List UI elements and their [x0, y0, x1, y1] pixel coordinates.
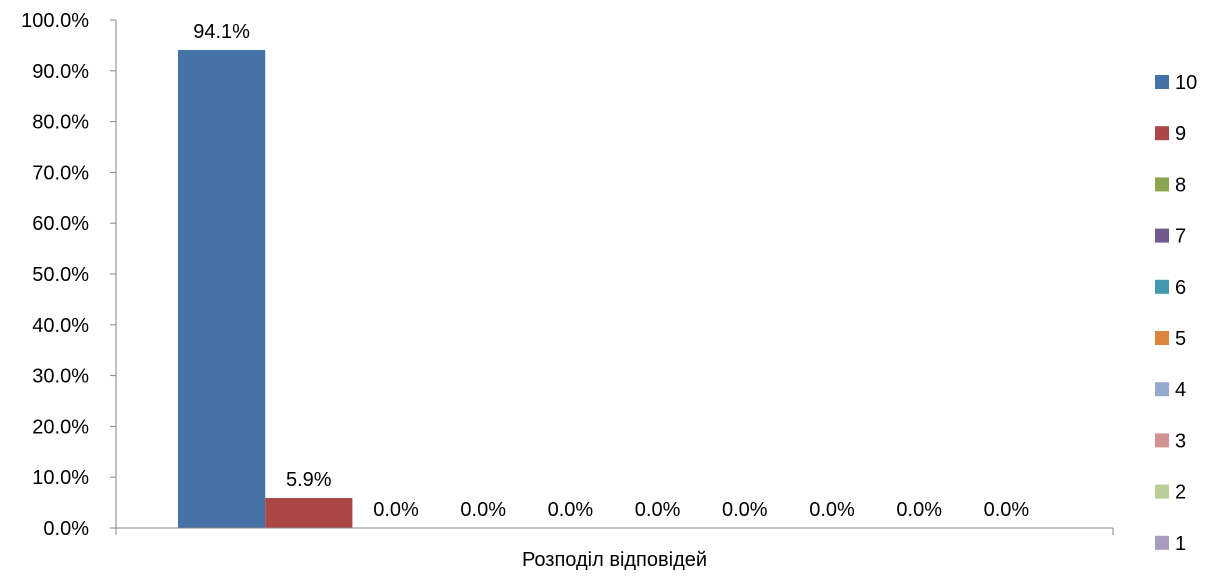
bars — [178, 49, 353, 529]
y-tick-label: 60.0% — [32, 213, 89, 235]
data-label-series-9: 5.9% — [286, 469, 332, 491]
legend-label-2: 2 — [1175, 482, 1186, 504]
data-label-series-10: 94.1% — [193, 21, 250, 43]
y-tick-label: 0.0% — [43, 518, 89, 540]
legend-swatch-2 — [1155, 484, 1169, 499]
y-tick-label: 40.0% — [32, 315, 89, 337]
bar-series-9 — [265, 498, 353, 528]
legend-swatch-3 — [1155, 433, 1169, 448]
y-axis-tick-labels: 0.0% 10.0% 20.0% 30.0% 40.0% 50.0% 60.0% 70.0% 8… — [21, 10, 89, 540]
legend-swatch-4 — [1155, 382, 1169, 397]
legend-label-10: 10 — [1175, 72, 1197, 94]
legend-swatch-7 — [1155, 228, 1169, 243]
legend-label-7: 7 — [1175, 226, 1186, 248]
bar-data-labels: 94.1% 5.9% 0.0% 0.0% 0.0% 0.0% 0.0% 0.0% 0.0% 0.0… — [193, 21, 1029, 521]
y-axis-ticks — [110, 19, 116, 529]
legend-label-4: 4 — [1175, 379, 1186, 401]
y-tick-label: 70.0% — [32, 162, 89, 184]
data-label-series-8: 0.0% — [373, 499, 419, 521]
legend-swatch-8 — [1155, 177, 1169, 192]
bar-series-10 — [178, 49, 266, 529]
data-label-series-1: 0.0% — [984, 499, 1030, 521]
legend-swatch-10 — [1155, 75, 1169, 89]
data-label-series-7: 0.0% — [460, 499, 506, 521]
legend-label-8: 8 — [1175, 174, 1186, 196]
y-tick-label: 100.0% — [21, 10, 89, 32]
legend-label-5: 5 — [1175, 328, 1186, 350]
legend-swatch-6 — [1155, 279, 1169, 294]
legend-swatch-1 — [1155, 535, 1169, 550]
data-label-series-4: 0.0% — [722, 499, 768, 521]
legend: 10 9 8 7 6 5 4 3 2 1 — [1155, 72, 1197, 555]
legend-swatch-9 — [1155, 126, 1169, 141]
data-label-series-5: 0.0% — [635, 499, 681, 521]
data-label-series-3: 0.0% — [809, 499, 855, 521]
y-tick-label: 90.0% — [32, 61, 89, 83]
legend-label-1: 1 — [1175, 533, 1186, 555]
y-tick-label: 80.0% — [32, 112, 89, 134]
legend-label-3: 3 — [1175, 430, 1186, 452]
legend-label-9: 9 — [1175, 123, 1186, 145]
y-tick-label: 20.0% — [32, 416, 89, 438]
x-axis-label: Розподіл відповідей — [522, 549, 707, 571]
data-label-series-2: 0.0% — [896, 499, 942, 521]
x-axis-ticks — [115, 528, 1114, 535]
y-tick-label: 30.0% — [32, 366, 89, 388]
data-label-series-6: 0.0% — [548, 499, 594, 521]
legend-swatch-5 — [1155, 331, 1169, 345]
y-tick-label: 10.0% — [32, 467, 89, 489]
legend-label-6: 6 — [1175, 277, 1186, 299]
y-tick-label: 50.0% — [32, 264, 89, 286]
